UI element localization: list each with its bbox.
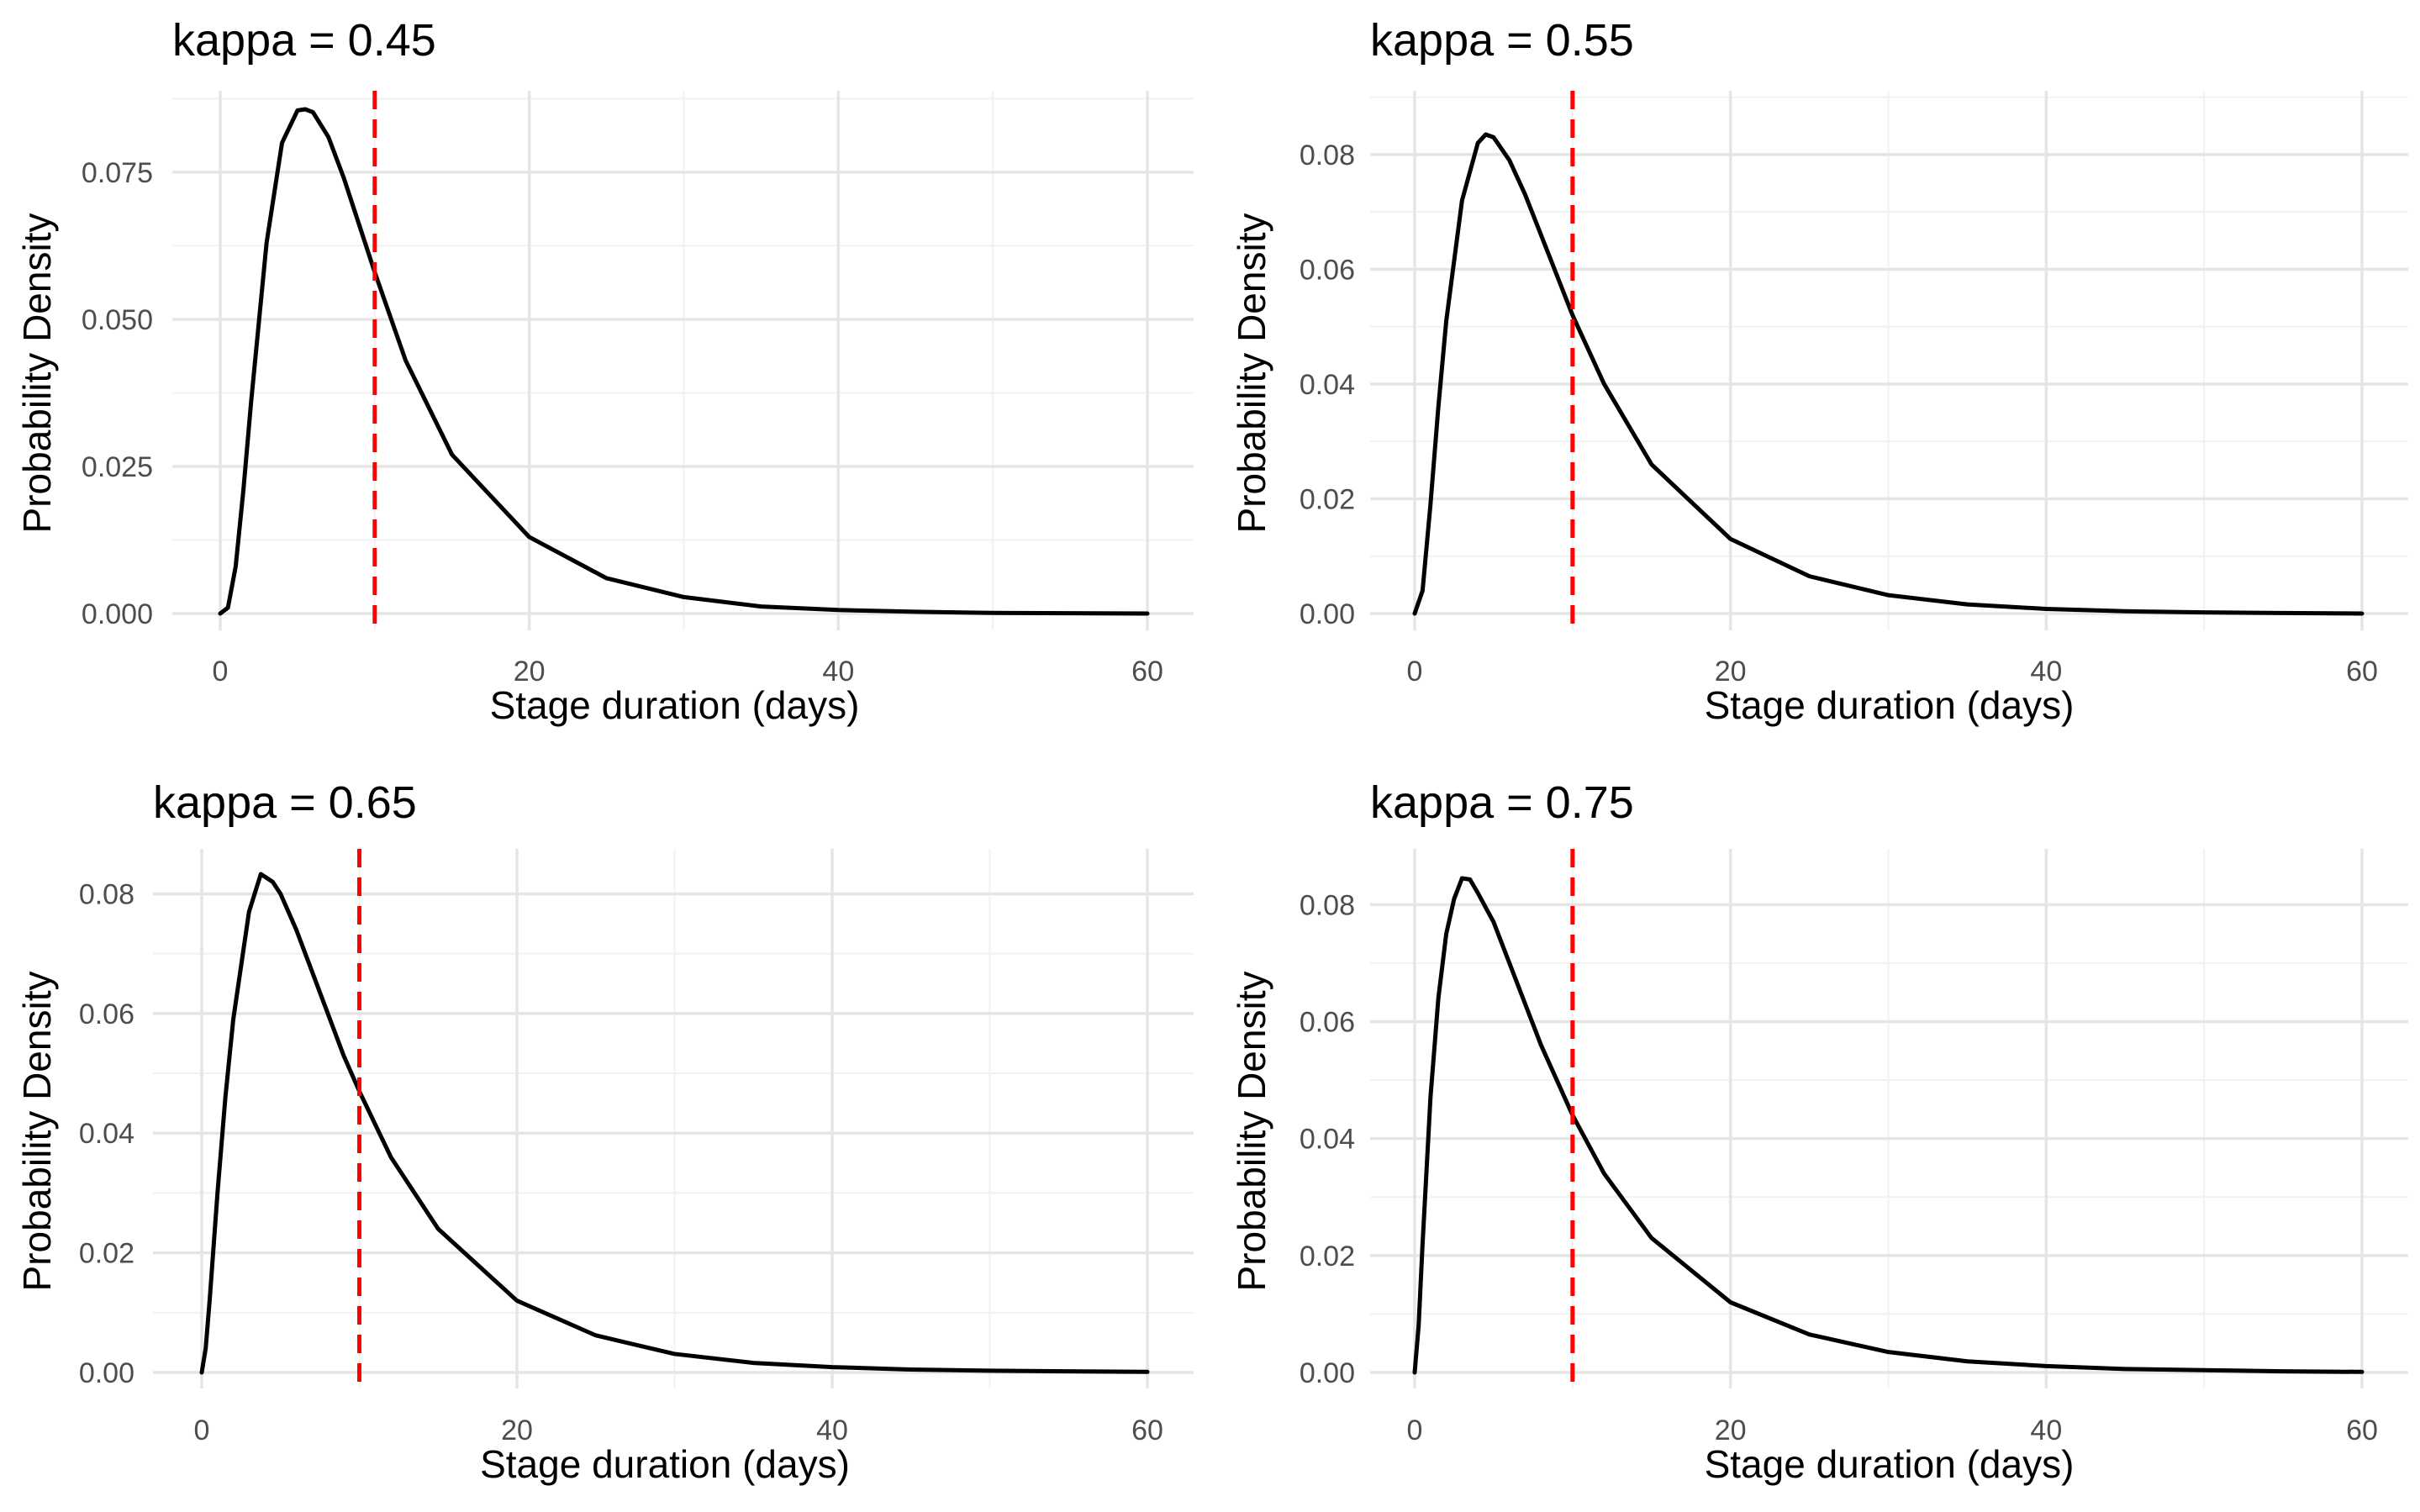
y-tick-label: 0.06 xyxy=(79,998,134,1030)
y-axis-title: Probability Density xyxy=(1230,213,1273,534)
y-tick-label: 0.02 xyxy=(1300,1241,1355,1272)
x-tick-label: 40 xyxy=(2030,1415,2062,1446)
x-axis-title: Stage duration (days) xyxy=(480,1442,850,1486)
density-curve xyxy=(1412,132,2365,616)
x-tick-label: 0 xyxy=(1407,656,1423,688)
y-tick-label: 0.00 xyxy=(1300,1357,1355,1389)
x-tick-label: 40 xyxy=(816,1415,848,1446)
y-axis-title: Probability Density xyxy=(1230,972,1273,1292)
y-tick-label: 0.02 xyxy=(1300,483,1355,515)
x-tick-label: 20 xyxy=(1715,1415,1747,1446)
x-tick-label: 40 xyxy=(822,656,854,688)
density-curve xyxy=(1412,876,2365,1375)
chart-panel-3: 0 20 40 60 0.00 0.02 0.04 0.06 0.08 kappa = 0.65 S… xyxy=(15,777,1194,1486)
x-tick-label: 20 xyxy=(501,1415,533,1446)
x-tick-label: 0 xyxy=(194,1415,210,1446)
y-tick-label: 0.00 xyxy=(1300,598,1355,630)
density-curve xyxy=(218,107,1150,616)
y-tick-label: 0.06 xyxy=(1300,1006,1355,1038)
y-axis-title: Probability Density xyxy=(15,972,59,1292)
y-tick-label: 0.08 xyxy=(79,878,134,910)
y-tick-label: 0.08 xyxy=(1300,889,1355,921)
chart-panel-1: 0 20 40 60 0.000 0.025 0.050 0.075 kappa = 0.45 S… xyxy=(15,15,1194,727)
y-axis-title: Probability Density xyxy=(15,213,59,534)
x-tick-label: 0 xyxy=(1407,1415,1423,1446)
y-tick-label: 0.00 xyxy=(79,1357,134,1389)
density-curve xyxy=(199,872,1150,1375)
x-tick-label: 60 xyxy=(1131,1415,1163,1446)
chart-panel-2: 0 20 40 60 0.00 0.02 0.04 0.06 0.08 kappa = 0.55 S… xyxy=(1230,15,2408,727)
y-tick-label: 0.04 xyxy=(79,1118,134,1150)
chart-title: kappa = 0.75 xyxy=(1370,777,1634,828)
y-tick-label: 0.02 xyxy=(79,1238,134,1270)
x-axis-title: Stage duration (days) xyxy=(1705,683,2075,727)
y-tick-label: 0.000 xyxy=(82,598,153,630)
x-tick-label: 20 xyxy=(1715,656,1747,688)
y-tick-label: 0.08 xyxy=(1300,140,1355,171)
x-axis-title: Stage duration (days) xyxy=(490,683,860,727)
x-tick-label: 60 xyxy=(1131,656,1163,688)
chart-title: kappa = 0.65 xyxy=(153,777,417,828)
y-tick-label: 0.050 xyxy=(82,304,153,336)
x-axis-title: Stage duration (days) xyxy=(1705,1442,2075,1486)
y-tick-label: 0.075 xyxy=(82,157,153,189)
x-tick-label: 60 xyxy=(2346,656,2378,688)
chart-panel-4: 0 20 40 60 0.00 0.02 0.04 0.06 0.08 kappa = 0.75 S… xyxy=(1230,777,2408,1486)
y-tick-label: 0.04 xyxy=(1300,1124,1355,1156)
y-tick-label: 0.04 xyxy=(1300,369,1355,401)
x-tick-label: 20 xyxy=(514,656,546,688)
y-tick-label: 0.06 xyxy=(1300,254,1355,286)
x-tick-label: 40 xyxy=(2030,656,2062,688)
chart-title: kappa = 0.45 xyxy=(172,15,436,66)
x-tick-label: 0 xyxy=(213,656,229,688)
chart-title: kappa = 0.55 xyxy=(1370,15,1634,66)
y-tick-label: 0.025 xyxy=(82,451,153,483)
x-tick-label: 60 xyxy=(2346,1415,2378,1446)
